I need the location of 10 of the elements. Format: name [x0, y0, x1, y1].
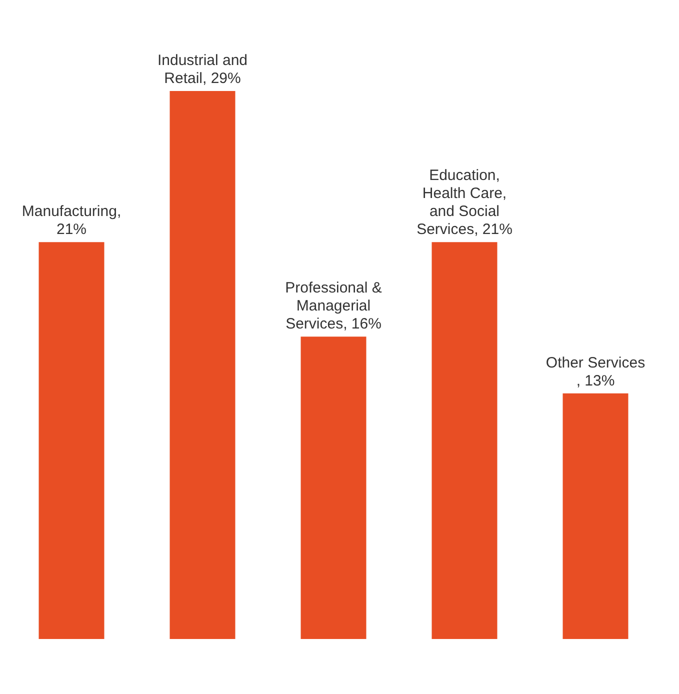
bar	[562, 393, 628, 639]
data-label: Professional & Managerial Services, 16%	[285, 280, 382, 333]
data-label: Industrial and Retail, 29%	[157, 52, 248, 87]
bar	[300, 336, 366, 639]
bar	[170, 91, 236, 639]
bar	[38, 242, 104, 639]
data-label: Manufacturing, 21%	[22, 203, 122, 238]
data-label: Other Services , 13%	[546, 354, 646, 390]
data-label: Education, Health Care, and Social Services, 21%	[416, 167, 512, 238]
bar	[432, 242, 498, 639]
